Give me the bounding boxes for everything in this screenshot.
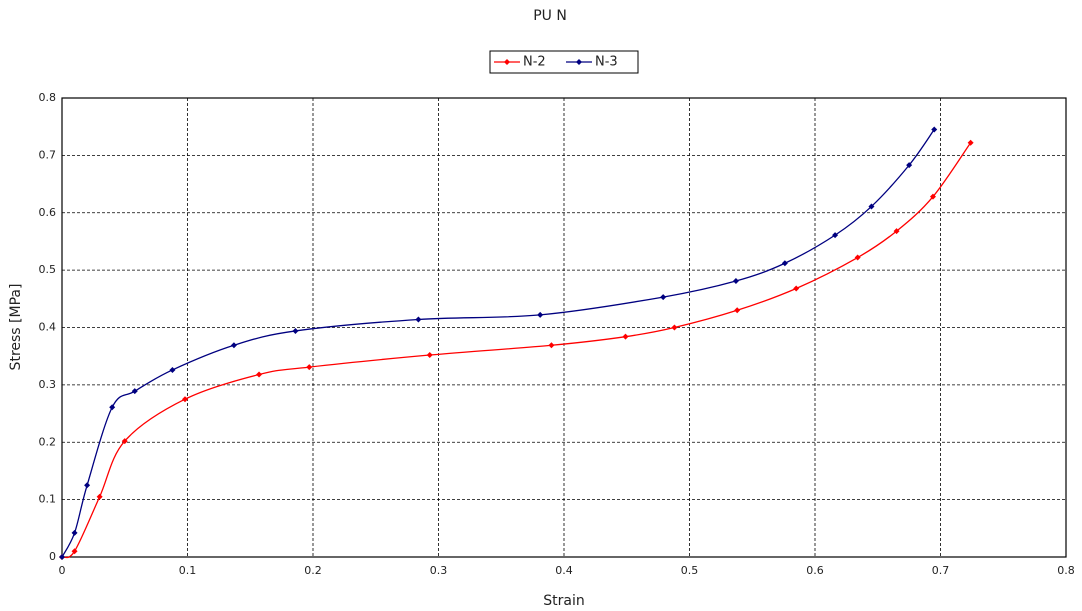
data-point	[734, 307, 741, 314]
legend-box	[489, 50, 639, 74]
chart-title: PU N	[533, 8, 567, 24]
data-point	[832, 232, 839, 239]
legend-label: N-3	[595, 55, 618, 70]
data-point	[781, 260, 788, 267]
y-tick-label: 0.3	[39, 378, 57, 391]
data-point	[230, 342, 237, 349]
data-point	[929, 193, 936, 200]
data-point	[181, 396, 188, 403]
legend-label: N-2	[523, 55, 546, 70]
legend-marker	[576, 59, 582, 65]
data-point	[59, 554, 65, 560]
data-point	[71, 548, 78, 555]
x-tick-label: 0.8	[1057, 564, 1075, 577]
data-point	[131, 388, 138, 395]
data-point	[292, 327, 299, 334]
data-point	[660, 294, 667, 301]
x-tick-label: 0.5	[681, 564, 699, 577]
y-tick-label: 0.4	[39, 321, 57, 334]
data-point	[71, 529, 78, 536]
y-tick-label: 0.6	[39, 206, 57, 219]
y-tick-label: 0	[49, 550, 56, 563]
data-point	[548, 342, 555, 349]
data-point	[793, 285, 800, 292]
data-point	[415, 316, 422, 323]
x-tick-label: 0.4	[555, 564, 573, 577]
series-line	[61, 142, 972, 559]
y-tick-label: 0.8	[39, 91, 57, 104]
legend: N-2 N-3	[489, 50, 639, 74]
data-point	[121, 438, 128, 445]
data-point	[967, 139, 974, 146]
x-axis-label: Strain	[543, 593, 584, 609]
data-point	[854, 254, 861, 261]
x-tick-label: 0.7	[932, 564, 950, 577]
x-tick-label: 0	[59, 564, 66, 577]
data-point	[84, 482, 91, 489]
x-tick-label: 0.1	[179, 564, 197, 577]
data-point	[306, 364, 313, 371]
data-point	[622, 333, 629, 340]
y-tick-label: 0.5	[39, 263, 57, 276]
x-tick-label: 0.6	[806, 564, 824, 577]
data-point	[931, 126, 938, 133]
y-tick-label: 0.2	[39, 435, 57, 448]
data-point	[893, 228, 900, 235]
y-tick-label: 0.7	[39, 148, 57, 161]
data-point	[169, 366, 176, 373]
data-point	[426, 352, 433, 359]
data-point	[732, 278, 739, 285]
data-point	[256, 371, 263, 378]
data-point	[537, 311, 544, 318]
data-point	[906, 162, 913, 169]
legend-marker	[504, 59, 510, 65]
y-tick-label: 0.1	[39, 493, 57, 506]
x-tick-label: 0.3	[430, 564, 448, 577]
data-point	[671, 324, 678, 331]
data-point	[109, 404, 116, 411]
series-line	[61, 129, 935, 558]
data-point	[96, 493, 103, 500]
y-axis-label: Stress [MPa]	[8, 284, 24, 371]
data-point	[868, 203, 875, 210]
plot-frame	[61, 97, 1067, 558]
x-tick-label: 0.2	[304, 564, 322, 577]
